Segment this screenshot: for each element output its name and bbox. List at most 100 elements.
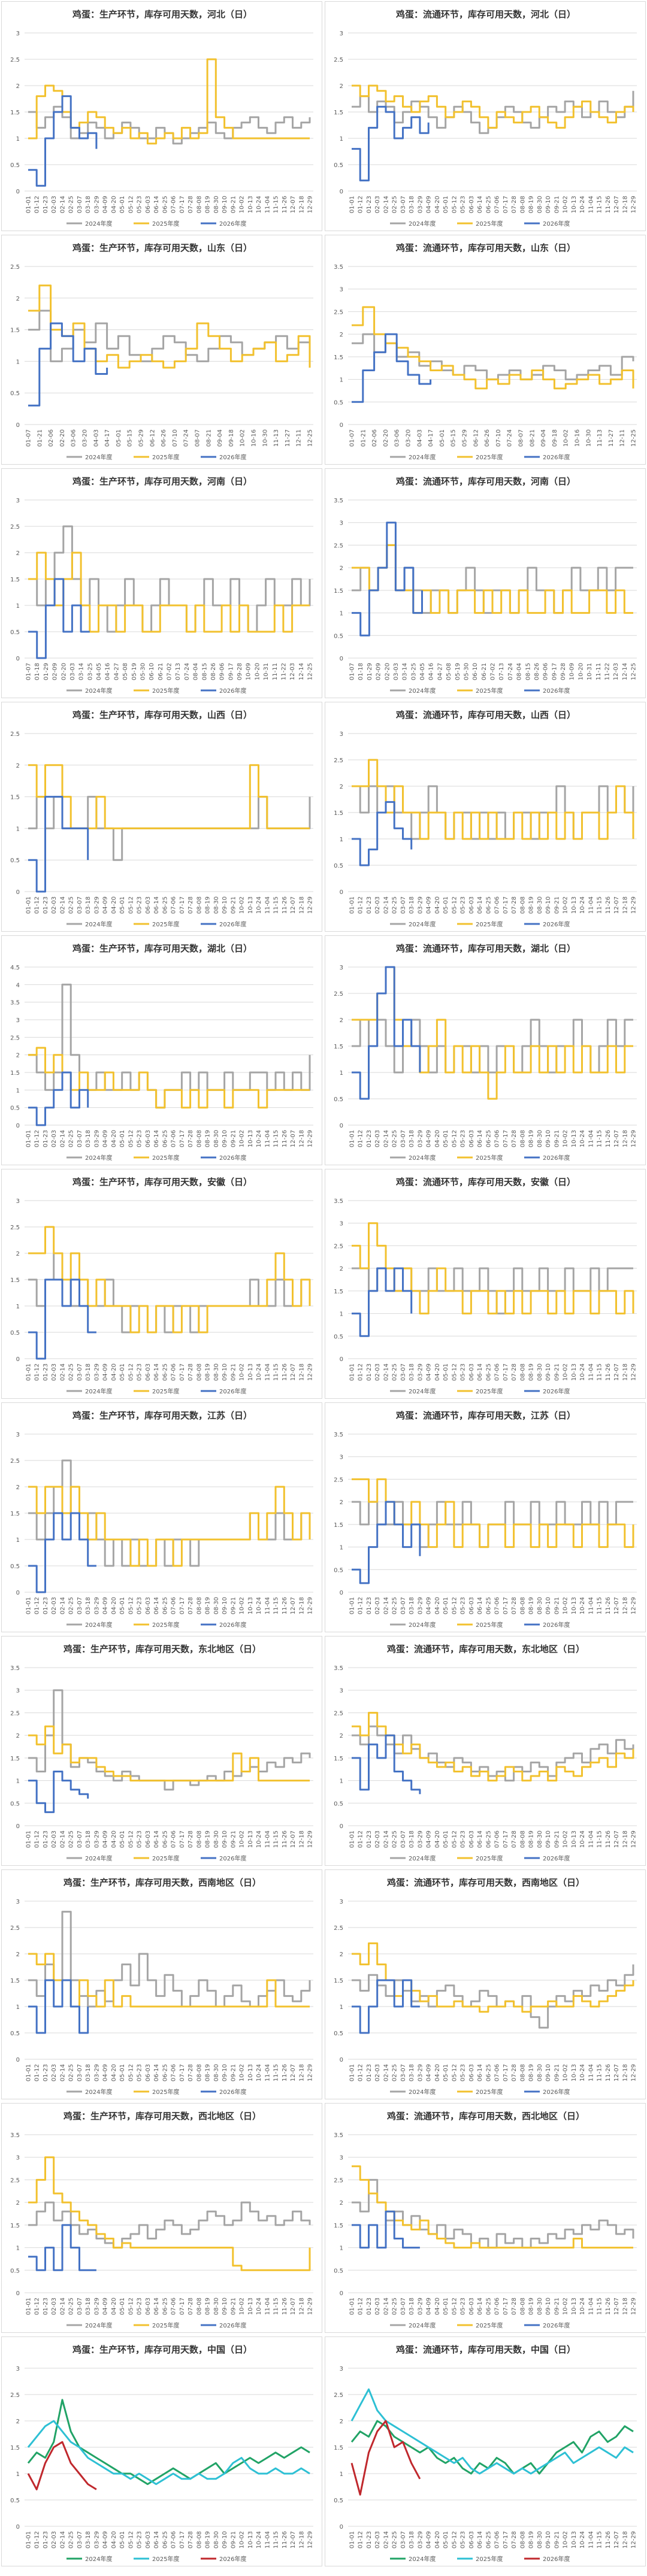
x-tick-label: 08-08	[196, 1597, 202, 1614]
x-tick-label: 08-19	[528, 2298, 535, 2315]
x-tick-label: 05-08	[446, 663, 452, 680]
y-tick-label: 3	[340, 1688, 343, 1695]
x-tick-label: 06-03	[145, 2531, 152, 2548]
x-tick-label: 06-03	[145, 1363, 152, 1381]
y-tick-label: 2.5	[334, 991, 343, 998]
x-tick-label: 05-01	[443, 896, 449, 914]
x-tick-label: 10-13	[247, 1831, 254, 1848]
x-tick-label: 10-02	[563, 196, 569, 213]
x-tick-label: 07-28	[511, 2298, 518, 2315]
y-tick-label: 1.5	[10, 1511, 20, 1517]
legend-label: 2024年度	[409, 2322, 436, 2329]
x-tick-label: 11-15	[597, 1597, 603, 1614]
x-tick-label: 05-30	[463, 663, 470, 680]
y-tick-label: 3	[16, 1688, 20, 1695]
x-tick-label: 02-20	[383, 429, 389, 447]
x-tick-label: 07-10	[495, 429, 502, 447]
x-tick-label: 12-07	[613, 1831, 620, 1848]
legend-label: 2024年度	[409, 687, 436, 695]
series-line-2	[352, 105, 430, 181]
x-tick-label: 05-23	[137, 1363, 143, 1381]
x-tick-label: 03-29	[417, 1597, 424, 1614]
x-tick-label: 02-14	[383, 196, 389, 213]
x-tick-label: 02-25	[392, 2531, 398, 2548]
x-tick-label: 10-02	[240, 429, 246, 447]
x-tick-label: 05-23	[460, 2064, 467, 2081]
x-tick-label: 10-13	[247, 1130, 254, 1147]
x-tick-label: 08-19	[205, 1363, 211, 1381]
x-tick-label: 03-07	[400, 196, 407, 213]
y-tick-label: 1.5	[334, 588, 343, 595]
x-tick-label: 01-12	[34, 2064, 41, 2081]
x-tick-label: 01-21	[360, 429, 367, 447]
x-tick-label: 08-08	[196, 1363, 202, 1381]
x-tick-label: 11-13	[597, 429, 603, 447]
x-tick-label: 04-20	[111, 1597, 117, 1614]
y-tick-label: 2	[16, 763, 20, 769]
x-tick-label: 08-08	[519, 1363, 526, 1381]
x-tick-label: 10-24	[256, 1597, 262, 1614]
x-tick-label: 04-20	[434, 1597, 441, 1614]
legend-label: 2024年度	[409, 2088, 436, 2096]
x-tick-label: 05-15	[127, 429, 134, 447]
y-tick-label: 2.5	[334, 757, 343, 764]
x-tick-label: 10-24	[579, 2531, 586, 2548]
legend-label: 2026年度	[219, 2555, 246, 2563]
x-tick-label: 09-04	[540, 429, 547, 447]
x-tick-label: 08-30	[213, 2298, 220, 2315]
x-tick-label: 02-03	[374, 196, 381, 213]
x-tick-label: 03-07	[400, 1363, 407, 1381]
x-tick-label: 01-01	[26, 1831, 32, 1848]
x-tick-label: 10-02	[239, 2064, 246, 2081]
series-line-0	[27, 2399, 310, 2486]
x-tick-label: 08-26	[534, 663, 540, 680]
x-tick-label: 05-01	[119, 2298, 126, 2315]
x-tick-label: 06-14	[477, 2531, 483, 2548]
x-tick-label: 06-03	[145, 1597, 152, 1614]
y-tick-label: 2.5	[334, 2392, 343, 2399]
legend-label: 2025年度	[476, 2088, 503, 2096]
legend-label: 2026年度	[219, 920, 246, 928]
x-tick-label: 06-14	[477, 1130, 483, 1147]
x-tick-label: 10-16	[251, 429, 258, 447]
x-tick-label: 08-30	[537, 196, 543, 213]
x-tick-label: 02-14	[59, 2298, 66, 2315]
x-tick-label: 04-09	[102, 1597, 109, 1614]
y-tick-label: 3	[340, 2366, 343, 2372]
legend-label: 2024年度	[85, 1621, 112, 1629]
x-tick-label: 06-03	[145, 1831, 152, 1848]
legend-label: 2025年度	[152, 1621, 179, 1629]
x-tick-label: 08-19	[205, 896, 211, 914]
x-tick-label: 02-03	[374, 896, 381, 914]
series-line-2	[28, 1071, 89, 1126]
x-tick-label: 01-18	[358, 663, 364, 680]
x-tick-label: 06-21	[481, 663, 488, 680]
x-tick-label: 07-06	[171, 1130, 177, 1147]
chart-panel: 鸡蛋：流通环节，库存可用天数，东北地区（日） 0 0.5 1 1.5 2 2.5 3 3.5 01…	[325, 1636, 646, 1866]
y-tick-label: 1.5	[334, 1289, 343, 1295]
legend-label: 2024年度	[409, 1154, 436, 1162]
x-tick-label: 07-06	[171, 2064, 177, 2081]
chart-title: 鸡蛋：生产环节，库存可用天数，安徽（日）	[72, 1177, 252, 1187]
x-tick-label: 07-17	[503, 1130, 509, 1147]
x-tick-label: 03-29	[93, 896, 100, 914]
x-tick-label: 10-02	[239, 896, 246, 914]
x-tick-label: 02-25	[392, 196, 398, 213]
x-tick-label: 07-17	[503, 1597, 509, 1614]
x-tick-label: 01-12	[358, 1597, 364, 1614]
x-tick-label: 07-28	[188, 1130, 194, 1147]
chart-svg: 鸡蛋：流通环节，库存可用天数，山东（日） 0 0.5 1 1.5 2 2.5 3 3.5 01-0…	[334, 243, 637, 461]
x-tick-label: 12-18	[622, 196, 628, 213]
x-tick-label: 04-17	[104, 429, 111, 447]
x-tick-label: 01-01	[349, 1130, 356, 1147]
x-tick-label: 07-28	[188, 1831, 194, 1848]
chart-title: 鸡蛋：流通环节，库存可用天数，中国（日）	[395, 2344, 576, 2355]
y-tick-label: 2	[16, 1733, 20, 1739]
x-tick-label: 03-18	[409, 1597, 415, 1614]
x-tick-label: 11-15	[597, 896, 603, 914]
legend-label: 2026年度	[543, 1387, 570, 1395]
y-tick-label: 3	[340, 31, 343, 37]
x-tick-label: 03-18	[409, 2064, 415, 2081]
